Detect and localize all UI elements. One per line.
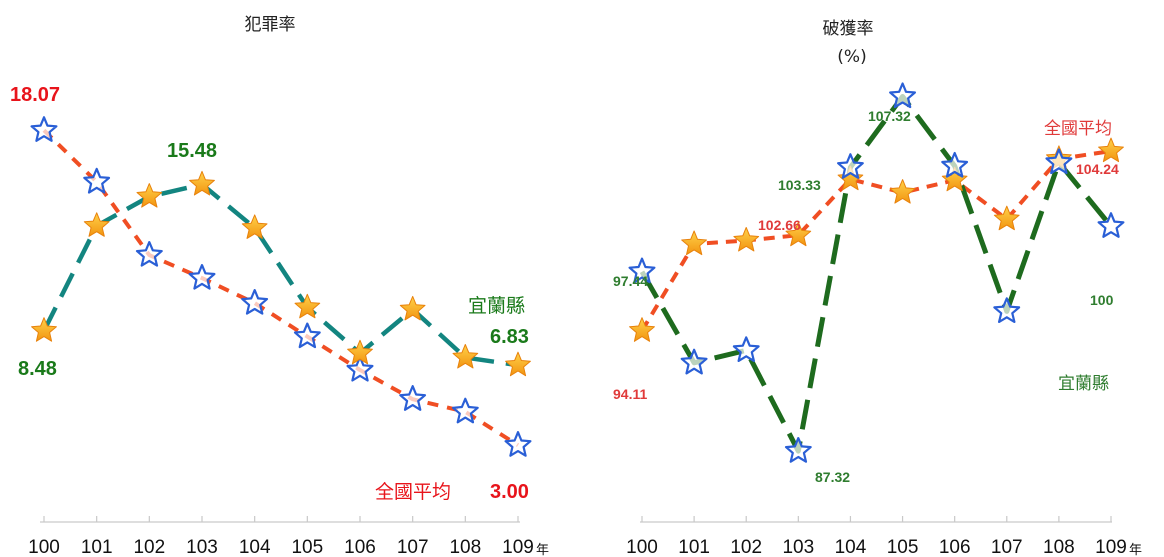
data-point-marker xyxy=(241,289,269,315)
clearance-rate-title: 破獲率 xyxy=(823,19,874,39)
x-axis-unit: 年 xyxy=(536,543,549,557)
data-point-marker xyxy=(889,82,917,109)
crime-rate-series xyxy=(30,116,532,457)
x-tick-label: 108 xyxy=(449,537,481,557)
x-tick-label: 106 xyxy=(939,537,971,557)
data-point-marker xyxy=(629,317,655,342)
data-point-marker xyxy=(785,221,812,247)
clear-yl-series-name: 宜蘭縣 xyxy=(1058,374,1109,394)
data-point-marker xyxy=(836,153,864,179)
data-point-marker xyxy=(83,212,110,237)
clear-yl-104-label: 103.33 xyxy=(778,177,821,193)
crime-yl-series-name: 宜蘭縣 xyxy=(468,295,525,317)
crime-rate-labels: 18.07 8.48 15.48 宜蘭縣 6.83 全國平均 3.00 xyxy=(10,84,529,503)
clear-nat-104-label: 102.66 xyxy=(758,217,801,233)
x-tick-label: 107 xyxy=(991,537,1023,557)
x-tick-label: 105 xyxy=(291,537,323,557)
data-point-marker xyxy=(733,227,760,252)
data-point-marker xyxy=(346,355,374,382)
data-point-marker xyxy=(941,151,969,178)
clear-yl-first-label: 97.44 xyxy=(613,273,648,289)
data-point-marker xyxy=(347,339,373,365)
clear-yl-last-label: 100 xyxy=(1090,292,1114,308)
x-tick-label: 108 xyxy=(1043,537,1075,557)
series-line-1 xyxy=(639,94,1113,454)
data-point-marker xyxy=(504,431,532,457)
crime-rate-chart: 犯罪率 100 101 102 103 104 105 106 107 108 109 年 18.0… xyxy=(10,15,549,557)
data-point-marker xyxy=(293,322,321,349)
data-point-marker xyxy=(784,437,812,463)
data-point-marker xyxy=(1097,212,1125,238)
data-point-marker xyxy=(136,183,163,208)
series-line-1 xyxy=(41,182,519,368)
data-point-marker xyxy=(294,293,321,319)
x-tick-label: 101 xyxy=(678,537,710,557)
data-point-marker xyxy=(993,297,1021,323)
data-point-marker xyxy=(31,317,57,342)
crime-nat-first-label: 18.07 xyxy=(10,84,60,106)
data-point-marker xyxy=(451,397,479,424)
data-point-marker xyxy=(189,170,215,196)
data-point-marker xyxy=(452,344,479,369)
series-line-0 xyxy=(640,149,1112,332)
clearance-rate-subtitle: (%) xyxy=(837,47,866,67)
data-point-marker xyxy=(1045,148,1073,175)
data-point-marker xyxy=(1098,137,1124,163)
clear-nat-first-label: 94.11 xyxy=(613,386,647,402)
data-point-marker xyxy=(628,257,656,284)
x-tick-label: 102 xyxy=(730,537,762,557)
data-point-marker xyxy=(135,241,163,267)
crime-nat-last-label: 3.00 xyxy=(490,481,529,503)
x-tick-label: 103 xyxy=(782,537,814,557)
data-point-marker xyxy=(399,385,427,411)
data-point-marker xyxy=(889,179,916,204)
clear-nat-series-name: 全國平均 xyxy=(1044,119,1112,139)
x-tick-label: 104 xyxy=(835,537,867,557)
x-tick-label: 109 xyxy=(1095,537,1127,557)
x-tick-label: 104 xyxy=(239,537,271,557)
data-point-marker xyxy=(837,165,864,191)
data-point-marker xyxy=(505,351,531,377)
x-tick-label: 101 xyxy=(81,537,113,557)
clear-yl-low-label: 87.32 xyxy=(815,469,850,485)
crime-rate-title: 犯罪率 xyxy=(245,15,296,35)
clear-nat-last-label: 104.24 xyxy=(1076,161,1119,177)
x-tick-label: 107 xyxy=(397,537,429,557)
crime-rate-x-axis: 100 101 102 103 104 105 106 107 108 109 年 xyxy=(28,516,549,557)
crime-yl-last-label: 6.83 xyxy=(490,326,529,348)
clearance-rate-x-axis: 100 101 102 103 104 105 106 107 108 109 年 xyxy=(626,516,1142,557)
data-point-marker xyxy=(188,264,216,290)
x-tick-label: 100 xyxy=(626,537,658,557)
data-point-marker xyxy=(399,295,426,321)
data-point-marker xyxy=(993,205,1020,231)
clearance-rate-series xyxy=(628,82,1125,463)
x-tick-label: 105 xyxy=(887,537,919,557)
x-tick-label: 106 xyxy=(344,537,376,557)
series-line-0 xyxy=(42,128,520,447)
x-tick-label: 102 xyxy=(133,537,165,557)
crime-yl-peak-label: 15.48 xyxy=(167,140,217,162)
data-point-marker xyxy=(680,348,708,375)
data-point-marker xyxy=(732,336,760,362)
data-point-marker xyxy=(83,167,111,194)
x-axis-unit: 年 xyxy=(1129,543,1142,557)
x-tick-label: 103 xyxy=(186,537,218,557)
crime-yl-first-label: 8.48 xyxy=(18,358,57,380)
data-point-marker xyxy=(941,166,968,192)
data-point-marker xyxy=(30,116,58,142)
x-tick-label: 109 xyxy=(502,537,534,557)
clearance-rate-chart: 破獲率 (%) 100 101 102 103 104 105 106 107 108 109 年 … xyxy=(613,19,1142,557)
crime-nat-series-name: 全國平均 xyxy=(375,481,451,503)
x-tick-label: 100 xyxy=(28,537,60,557)
data-point-marker xyxy=(241,214,268,239)
data-point-marker xyxy=(681,230,707,256)
clear-yl-peak-label: 107.32 xyxy=(868,108,911,124)
clearance-rate-labels: 97.44 94.11 87.32 103.33 102.66 107.32 全… xyxy=(613,108,1119,485)
